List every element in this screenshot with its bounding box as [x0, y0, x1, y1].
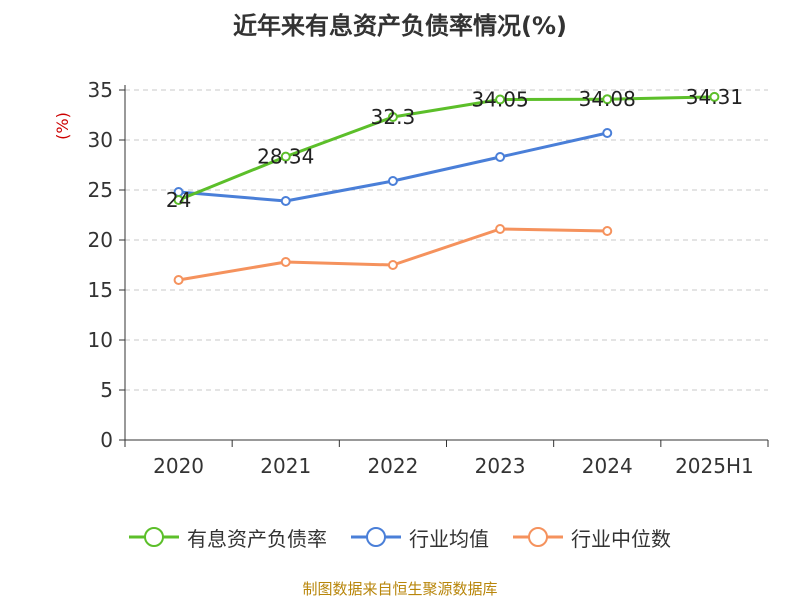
data-point — [602, 226, 613, 236]
legend-marker-icon — [351, 527, 401, 547]
legend-item: 行业中位数 — [513, 523, 671, 552]
legend-marker-icon — [129, 527, 179, 547]
data-point — [387, 176, 398, 186]
y-tick-label: 15 — [88, 278, 113, 302]
x-tick-label: 2025H1 — [675, 454, 754, 478]
x-tick-label: 2021 — [260, 454, 311, 478]
y-tick-label: 30 — [88, 128, 113, 152]
data-point — [602, 128, 613, 138]
x-tick-label: 2022 — [367, 454, 418, 478]
x-tick-label: 2024 — [582, 454, 633, 478]
data-point — [173, 195, 184, 205]
y-tick-label: 25 — [88, 178, 113, 202]
series-group — [173, 91, 720, 285]
data-point — [387, 112, 398, 122]
series-line — [178, 95, 715, 202]
data-point — [280, 257, 291, 267]
legend-circle — [144, 527, 164, 547]
legend: 有息资产负债率 行业均值 行业中位数 — [0, 520, 800, 554]
y-tick-label: 5 — [100, 378, 113, 402]
legend-item: 行业均值 — [351, 523, 489, 552]
x-tick-label: 2023 — [475, 454, 526, 478]
legend-circle — [366, 527, 386, 547]
data-label: 32.3 — [371, 105, 416, 129]
y-ticks: 0 5 10 15 20 25 30 35 — [88, 78, 125, 452]
y-tick-label: 35 — [88, 78, 113, 102]
legend-label: 行业中位数 — [571, 526, 671, 551]
legend-item: 有息资产负债率 — [129, 523, 327, 552]
data-labels: 24 28.34 32.3 34.05 34.08 34.31 — [166, 85, 743, 212]
data-point — [280, 196, 291, 206]
data-point — [387, 260, 398, 270]
data-point — [495, 152, 506, 162]
data-label: 28.34 — [257, 145, 314, 169]
axes — [124, 85, 768, 441]
x-tick-label: 2020 — [153, 454, 204, 478]
data-point — [495, 224, 506, 234]
x-ticks: 2020 2021 2022 2023 2024 2025H1 — [124, 440, 769, 478]
data-point — [280, 151, 291, 162]
line-chart: 0 5 10 15 20 25 30 35 2020 2021 2022 2023 2024 2025H… — [53, 78, 769, 478]
data-label: 34.08 — [579, 87, 636, 111]
data-label: 24 — [166, 188, 191, 212]
y-tick-label: 20 — [88, 228, 113, 252]
data-point — [173, 275, 184, 285]
source-note: 制图数据来自恒生聚源数据库 — [302, 580, 498, 598]
series-line — [178, 131, 608, 203]
y-tick-label: 0 — [100, 428, 113, 452]
legend-marker-icon — [513, 527, 563, 547]
data-label: 34.05 — [471, 88, 528, 112]
data-point — [602, 94, 613, 105]
data-point — [709, 91, 720, 102]
legend-label: 有息资产负债率 — [187, 526, 327, 551]
y-tick-label: 10 — [88, 328, 113, 352]
y-axis-label: (%) — [53, 112, 72, 140]
chart-title: 近年来有息资产负债率情况(%) — [233, 12, 567, 40]
data-point — [495, 94, 506, 105]
legend-circle — [528, 527, 548, 547]
data-label: 34.31 — [686, 85, 743, 109]
series-line — [178, 227, 608, 282]
legend-label: 行业均值 — [409, 526, 489, 551]
grid-lines — [125, 89, 768, 391]
